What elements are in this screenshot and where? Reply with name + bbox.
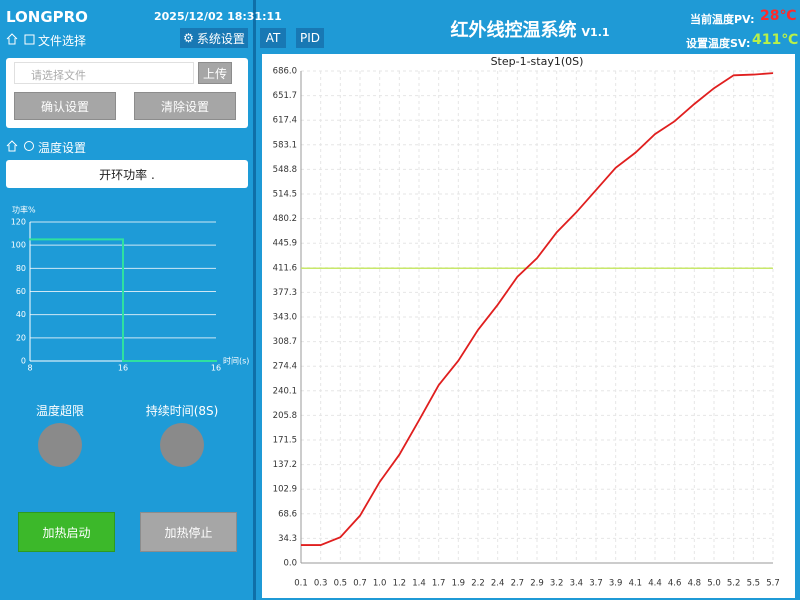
- x-axis-label: 时间(s): [223, 356, 249, 366]
- y-tick-label: 377.3: [273, 288, 297, 298]
- indicator-lamp: [38, 423, 82, 467]
- y-tick-label: 548.8: [273, 165, 297, 175]
- at-button[interactable]: AT: [260, 28, 286, 48]
- y-tick-label: 137.2: [273, 460, 297, 470]
- temp-nav-icons: [6, 140, 34, 152]
- power-chart: 功率% 时间(s) 0 20 40 60 80 100 120 8 16 16: [11, 205, 250, 373]
- y-tick-label: 411.6: [273, 263, 297, 273]
- y-tick-label: 343.0: [273, 313, 297, 323]
- nav-icons: [6, 33, 35, 45]
- x-tick-label: 1.4: [412, 579, 426, 589]
- x-tick-label: 0.1: [294, 579, 308, 589]
- y-tick-label: 686.0: [273, 67, 297, 77]
- temp-nav[interactable]: 温度设置: [38, 141, 87, 155]
- indicator-label: 温度超限: [35, 404, 84, 418]
- clear-button[interactable]: 清除设置: [134, 92, 236, 120]
- y-tick-label: 445.9: [273, 239, 297, 249]
- x-tick-label: 1.2: [393, 579, 407, 589]
- temperature-chart: Step-1-stay1(0S) 0.0 34.3 68.6 102.9 137.2 171…: [262, 54, 795, 598]
- x-tick-label: 2.9: [530, 579, 544, 589]
- x-tick-label: 2.7: [511, 579, 525, 589]
- y-tick-label: 60: [16, 287, 26, 296]
- x-tick-label: 1.9: [452, 579, 466, 589]
- x-tick-label: 16: [211, 364, 221, 373]
- y-tick-label: 0: [21, 357, 26, 366]
- chart-title: Step-1-stay1(0S): [491, 55, 584, 68]
- settings-button[interactable]: ⚙ 系统设置: [180, 28, 248, 48]
- sv-value: 411℃: [752, 32, 799, 48]
- y-tick-label: 80: [16, 264, 26, 273]
- y-tick-label: 0.0: [283, 559, 297, 569]
- y-tick-label: 68.6: [278, 509, 297, 519]
- y-tick-label: 205.8: [273, 411, 297, 421]
- y-tick-label: 100: [11, 241, 26, 250]
- x-tick-label: 5.2: [727, 579, 741, 589]
- y-axis-label: 功率%: [12, 205, 36, 215]
- y-tick-label: 583.1: [273, 140, 297, 150]
- indicator-label: 持续时间(8S): [145, 404, 219, 418]
- x-tick-label: 4.6: [668, 579, 682, 589]
- x-tick-label: 2.4: [491, 579, 505, 589]
- x-tick-label: 3.4: [570, 579, 584, 589]
- confirm-button[interactable]: 确认设置: [14, 92, 116, 120]
- y-tick-label: 274.4: [273, 362, 297, 372]
- y-tick-label: 514.5: [273, 190, 297, 200]
- x-tick-label: 1.0: [373, 579, 387, 589]
- y-tick-label: 171.5: [273, 436, 297, 446]
- x-tick-label: 1.7: [432, 579, 446, 589]
- y-tick-label: 102.9: [273, 485, 297, 495]
- y-tick-label: 34.3: [278, 534, 297, 544]
- file-input[interactable]: 请选择文件: [14, 62, 194, 84]
- y-tick-label: 617.4: [273, 116, 297, 126]
- y-tick-label: 480.2: [273, 214, 297, 224]
- indicator-lamp: [160, 423, 204, 467]
- y-tick-label: 308.7: [273, 337, 297, 347]
- sv-label: 设置温度SV:: [686, 37, 751, 50]
- title-text: 红外线控温系统: [450, 20, 577, 41]
- y-tick-label: 120: [11, 218, 26, 227]
- x-tick-label: 16: [118, 364, 128, 373]
- x-tick-label: 0.7: [353, 579, 367, 589]
- app-title: 红外线控温系统 V1.1: [400, 16, 660, 42]
- pv-label: 当前温度PV:: [690, 13, 755, 26]
- divider: [253, 0, 256, 600]
- start-button[interactable]: 加热启动: [18, 512, 115, 552]
- x-tick-label: 2.2: [471, 579, 485, 589]
- x-tick-label: 5.0: [707, 579, 721, 589]
- x-tick-label: 4.8: [688, 579, 702, 589]
- stop-button[interactable]: 加热停止: [140, 512, 237, 552]
- y-tick-label: 40: [16, 310, 26, 319]
- pid-button[interactable]: PID: [296, 28, 324, 48]
- x-tick-label: 0.3: [314, 579, 328, 589]
- temperature-line: [301, 72, 774, 546]
- x-tick-label: 4.1: [629, 579, 643, 589]
- x-tick-label: 8: [27, 364, 32, 373]
- version: V1.1: [581, 26, 610, 39]
- x-tick-label: 5.7: [766, 579, 780, 589]
- y-tick-label: 20: [16, 333, 26, 342]
- datetime: 2025/12/02 18:31:11: [154, 10, 282, 23]
- y-tick-label: 240.1: [273, 386, 297, 396]
- y-tick-label: 651.7: [273, 91, 297, 101]
- x-tick-label: 3.7: [589, 579, 603, 589]
- brand: LONGPRO: [6, 8, 88, 26]
- x-tick-label: 5.5: [747, 579, 761, 589]
- mode-box[interactable]: 开环功率 .: [6, 160, 248, 188]
- x-tick-label: 0.5: [334, 579, 348, 589]
- file-nav[interactable]: 文件选择: [38, 34, 87, 48]
- pv-value: 28℃: [760, 8, 797, 24]
- x-tick-label: 3.9: [609, 579, 623, 589]
- settings-label: 系统设置: [196, 31, 245, 46]
- x-tick-label: 3.2: [550, 579, 564, 589]
- upload-button[interactable]: 上传: [198, 62, 232, 84]
- x-tick-label: 4.4: [648, 579, 662, 589]
